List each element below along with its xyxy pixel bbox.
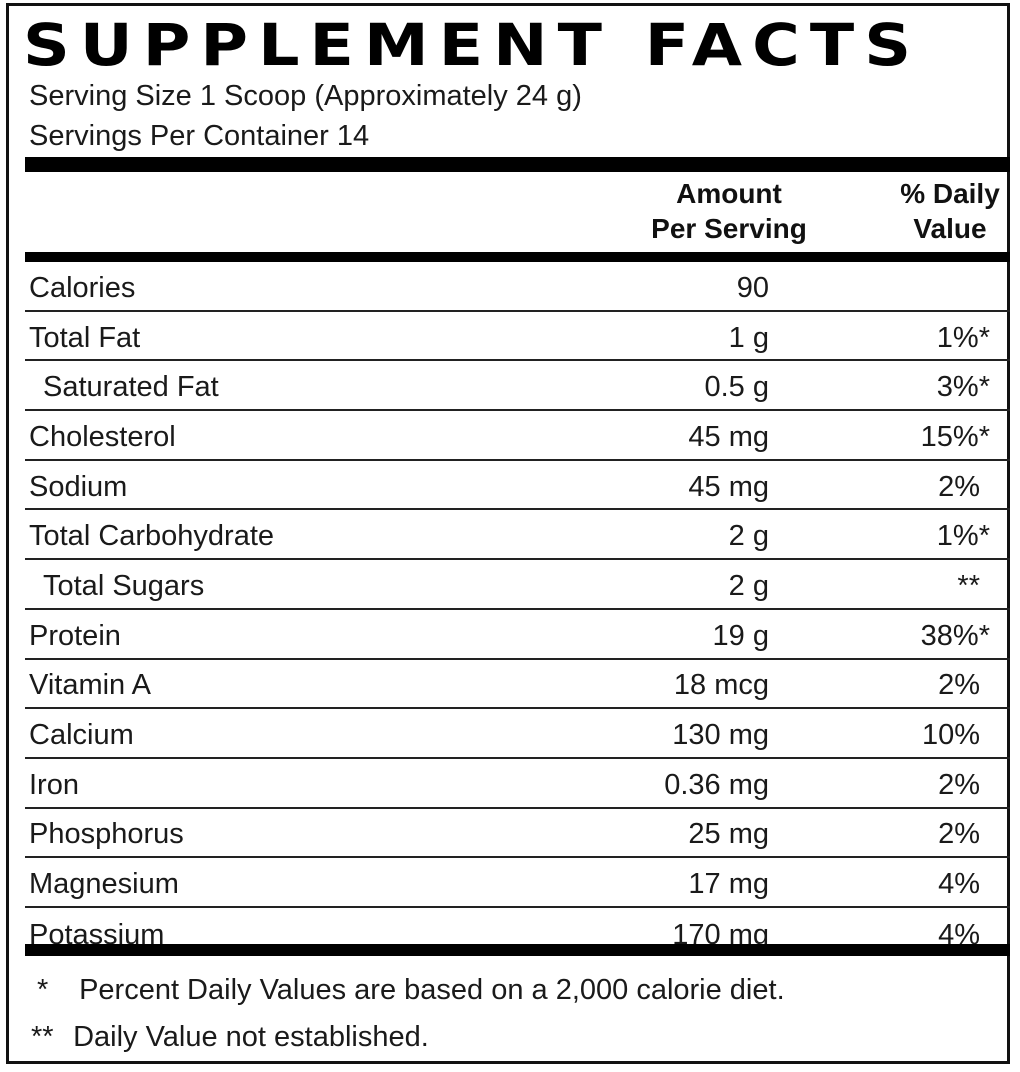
nutrient-name: Protein bbox=[29, 619, 121, 652]
nutrient-row: Protein 19 g 38%* bbox=[25, 610, 1010, 660]
nutrient-amount: 0.36 mg bbox=[664, 768, 769, 801]
nutrient-daily-value: 2% bbox=[938, 470, 980, 503]
nutrient-row: Total Fat 1 g 1%* bbox=[25, 312, 1010, 362]
column-header-dv-line1: % Daily bbox=[900, 178, 1000, 209]
nutrient-daily-value: 3%* bbox=[936, 371, 990, 404]
nutrient-name: Calories bbox=[29, 271, 136, 304]
nutrient-daily-value: ** bbox=[957, 570, 980, 603]
nutrient-name: Iron bbox=[29, 768, 79, 801]
nutrient-name: Vitamin A bbox=[29, 669, 151, 702]
divider-top bbox=[25, 157, 1010, 172]
nutrient-row: Vitamin A 18 mcg 2% bbox=[25, 660, 1010, 710]
footnote-daily-values: * Percent Daily Values are based on a 2,… bbox=[37, 974, 785, 1007]
nutrient-daily-value: 2% bbox=[938, 768, 980, 801]
nutrient-name: Sodium bbox=[29, 470, 128, 503]
nutrient-daily-value: 2% bbox=[938, 669, 980, 702]
nutrient-name: Magnesium bbox=[29, 868, 179, 901]
column-header-dv-line2: Value bbox=[913, 213, 987, 244]
nutrient-row: Total Carbohydrate 2 g 1%* bbox=[25, 510, 1010, 561]
serving-size: Serving Size 1 Scoop (Approximately 24 g… bbox=[29, 80, 582, 112]
column-header-amount-line2: Per Serving bbox=[651, 213, 807, 244]
nutrient-table: Calories 90 Total Fat 1 g 1%* Saturated … bbox=[25, 262, 1010, 958]
nutrient-name: Saturated Fat bbox=[43, 371, 219, 404]
divider-header bbox=[25, 252, 1010, 262]
nutrient-name: Total Sugars bbox=[43, 570, 205, 603]
supplement-facts-panel: SUPPLEMENT FACTS Serving Size 1 Scoop (A… bbox=[6, 3, 1010, 1064]
servings-per-container: Servings Per Container 14 bbox=[29, 120, 370, 152]
nutrient-daily-value: 2% bbox=[938, 818, 980, 851]
nutrient-name: Total Carbohydrate bbox=[29, 520, 275, 553]
nutrient-amount: 2 g bbox=[728, 570, 769, 603]
nutrient-row: Cholesterol 45 mg 15%* bbox=[25, 411, 1010, 461]
column-header-amount-line1: Amount bbox=[676, 178, 782, 209]
footnote-mark: * bbox=[37, 974, 49, 1006]
panel-title: SUPPLEMENT FACTS bbox=[23, 11, 922, 79]
nutrient-daily-value: 4% bbox=[938, 868, 980, 901]
column-header-amount: Amount Per Serving bbox=[621, 176, 837, 246]
nutrient-amount: 45 mg bbox=[688, 470, 769, 503]
column-header-daily-value: % Daily Value bbox=[877, 176, 1020, 246]
nutrient-amount: 1 g bbox=[728, 321, 769, 354]
nutrient-row: Sodium 45 mg 2% bbox=[25, 461, 1010, 511]
footnote-not-established: ** Daily Value not established. bbox=[31, 1021, 429, 1054]
footnote-mark: ** bbox=[31, 1021, 54, 1053]
nutrient-daily-value: 38%* bbox=[920, 619, 990, 652]
nutrient-daily-value: 15%* bbox=[920, 421, 990, 454]
nutrient-daily-value: 1%* bbox=[936, 520, 990, 553]
nutrient-daily-value: 1%* bbox=[936, 321, 990, 354]
nutrient-amount: 90 bbox=[736, 271, 769, 304]
nutrient-name: Cholesterol bbox=[29, 421, 176, 454]
divider-bottom bbox=[25, 944, 1010, 956]
nutrient-amount: 0.5 g bbox=[704, 371, 770, 404]
nutrient-row: Iron 0.36 mg 2% bbox=[25, 759, 1010, 809]
nutrient-row: Magnesium 17 mg 4% bbox=[25, 858, 1010, 908]
nutrient-amount: 18 mcg bbox=[673, 669, 769, 702]
nutrient-name: Phosphorus bbox=[29, 818, 184, 851]
nutrient-name: Calcium bbox=[29, 719, 134, 752]
nutrient-amount: 17 mg bbox=[688, 868, 769, 901]
nutrient-row: Total Sugars 2 g ** bbox=[25, 560, 1010, 610]
nutrient-row: Calories 90 bbox=[25, 262, 1010, 312]
nutrient-amount: 130 mg bbox=[672, 719, 769, 752]
nutrient-name: Total Fat bbox=[29, 321, 141, 354]
nutrient-row: Saturated Fat 0.5 g 3%* bbox=[25, 361, 1010, 412]
nutrient-daily-value: 10% bbox=[921, 719, 980, 752]
nutrient-amount: 2 g bbox=[728, 520, 769, 553]
nutrient-amount: 19 g bbox=[712, 619, 769, 652]
nutrient-row: Phosphorus 25 mg 2% bbox=[25, 809, 1010, 859]
footnote-text: Daily Value not established. bbox=[73, 1021, 429, 1053]
footnote-text: Percent Daily Values are based on a 2,00… bbox=[79, 974, 785, 1006]
nutrient-row: Calcium 130 mg 10% bbox=[25, 709, 1010, 759]
nutrient-amount: 45 mg bbox=[688, 421, 769, 454]
nutrient-amount: 25 mg bbox=[688, 818, 769, 851]
